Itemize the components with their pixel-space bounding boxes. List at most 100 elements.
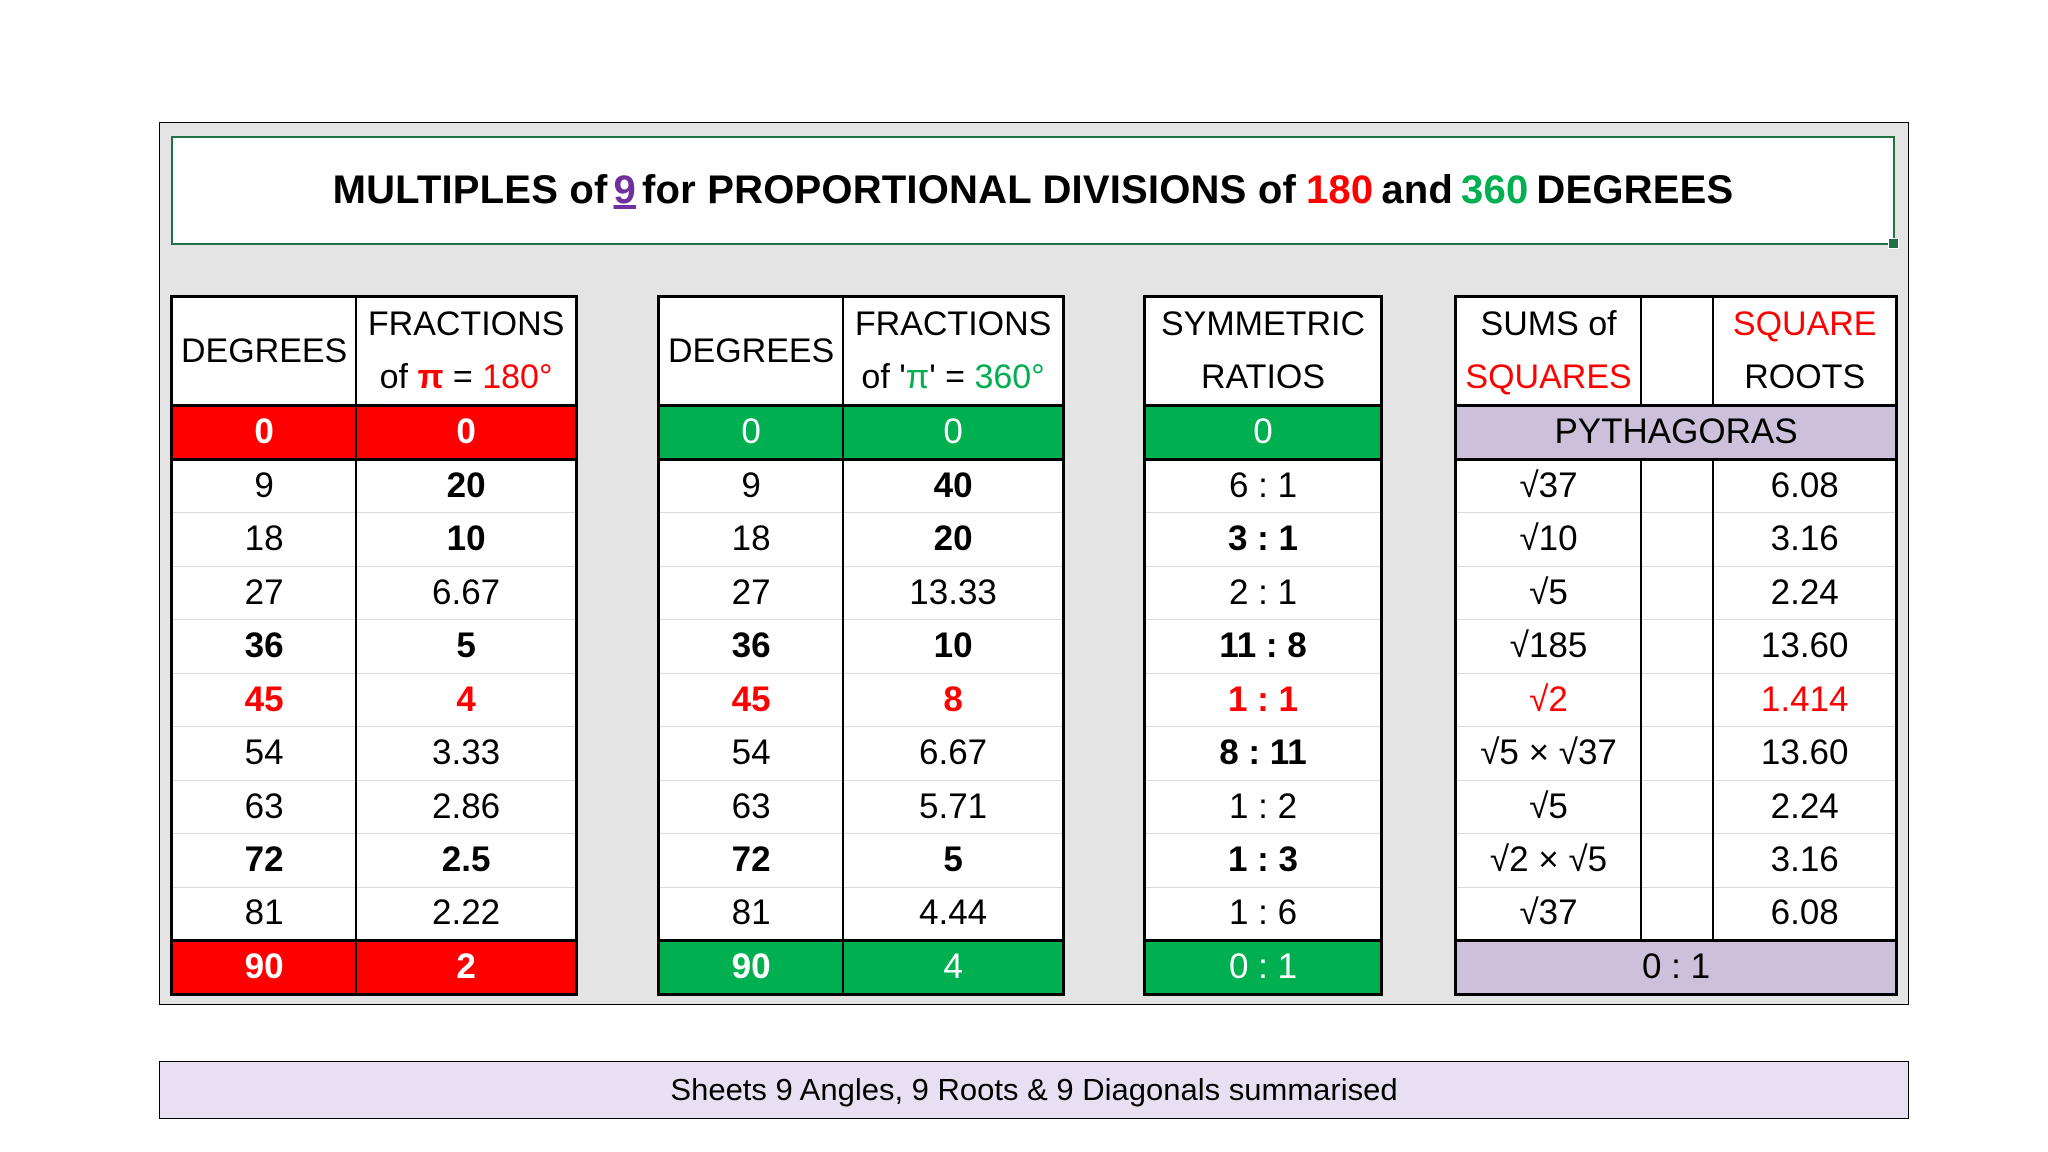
header-fractions-pi[interactable]: FRACTIONS of π = 180° (355, 296, 578, 407)
sum-cell[interactable]: √185 (1455, 619, 1643, 674)
pythagoras-band[interactable]: PYTHAGORAS (1455, 405, 1897, 461)
sum-cell[interactable]: √5 (1455, 565, 1643, 620)
table-row: 81 4.44 (658, 886, 1065, 941)
ratio-cell[interactable]: 1 : 3 (1144, 833, 1382, 888)
header-line-2: RATIOS (1200, 358, 1326, 396)
header-gap-cell[interactable] (1640, 296, 1715, 407)
degrees-cell[interactable]: 18 (658, 512, 845, 567)
root-cell[interactable]: 3.16 (1712, 512, 1898, 567)
ratio-cell[interactable]: 2 : 1 (1144, 565, 1382, 620)
ratio-cell[interactable]: 8 : 11 (1144, 726, 1382, 781)
degrees-cell[interactable]: 54 (171, 726, 358, 781)
header-square-roots[interactable]: SQUARE ROOTS (1712, 296, 1898, 407)
header-degrees[interactable]: DEGREES (171, 296, 358, 407)
ratio-cell[interactable]: 6 : 1 (1144, 458, 1382, 513)
table-row: 45 4 (171, 672, 578, 727)
fraction-cell[interactable]: 2.22 (355, 886, 578, 941)
ratio-cell[interactable]: 1 : 6 (1144, 886, 1382, 941)
gap-cell[interactable] (1640, 565, 1715, 620)
root-cell[interactable]: 13.60 (1712, 726, 1898, 781)
fraction-cell[interactable]: 0 (355, 405, 578, 461)
header-symmetric-ratios[interactable]: SYMMETRIC RATIOS (1144, 296, 1382, 407)
degrees-cell[interactable]: 72 (171, 833, 358, 888)
degrees-cell[interactable]: 0 (658, 405, 845, 461)
degrees-cell[interactable]: 90 (171, 939, 358, 995)
fraction-cell[interactable]: 40 (842, 458, 1065, 513)
header-fractions-pi[interactable]: FRACTIONS of 'π' = 360° (842, 296, 1065, 407)
gap-cell[interactable] (1640, 886, 1715, 941)
gap-cell[interactable] (1640, 458, 1715, 513)
header-sums-of-squares[interactable]: SUMS of SQUARES (1455, 296, 1643, 407)
fraction-cell[interactable]: 20 (842, 512, 1065, 567)
degrees-cell[interactable]: 9 (658, 458, 845, 513)
sum-cell[interactable]: √2 × √5 (1455, 833, 1643, 888)
gap-cell[interactable] (1640, 833, 1715, 888)
gap-cell[interactable] (1640, 779, 1715, 834)
gap-cell[interactable] (1640, 672, 1715, 727)
degrees-cell[interactable]: 63 (658, 779, 845, 834)
title-part2: for PROPORTIONAL DIVISIONS of (642, 168, 1296, 212)
fraction-cell[interactable]: 13.33 (842, 565, 1065, 620)
root-cell[interactable]: 1.414 (1712, 672, 1898, 727)
fraction-cell[interactable]: 5.71 (842, 779, 1065, 834)
degrees-cell[interactable]: 90 (658, 939, 845, 995)
degrees-cell[interactable]: 45 (658, 672, 845, 727)
degrees-cell[interactable]: 36 (171, 619, 358, 674)
root-cell[interactable]: 6.08 (1712, 886, 1898, 941)
sum-cell[interactable]: √10 (1455, 512, 1643, 567)
root-cell[interactable]: 2.24 (1712, 779, 1898, 834)
degrees-cell[interactable]: 27 (658, 565, 845, 620)
ratio-cell[interactable]: 0 : 1 (1144, 939, 1382, 995)
pythagoras-ratio-cell[interactable]: 0 : 1 (1455, 939, 1897, 995)
fraction-cell[interactable]: 2 (355, 939, 578, 995)
degrees-cell[interactable]: 81 (171, 886, 358, 941)
ratio-cell[interactable]: 11 : 8 (1144, 619, 1382, 674)
ratio-cell[interactable]: 3 : 1 (1144, 512, 1382, 567)
ratio-cell[interactable]: 1 : 1 (1144, 672, 1382, 727)
fraction-cell[interactable]: 20 (355, 458, 578, 513)
degrees-cell[interactable]: 27 (171, 565, 358, 620)
fraction-cell[interactable]: 8 (842, 672, 1065, 727)
sum-cell[interactable]: √37 (1455, 458, 1643, 513)
header-line-2: SQUARES (1465, 358, 1632, 396)
fraction-cell[interactable]: 4 (355, 672, 578, 727)
title-cell[interactable]: MULTIPLES of 9 for PROPORTIONAL DIVISION… (171, 136, 1899, 249)
degrees-cell[interactable]: 0 (171, 405, 358, 461)
ratio-cell[interactable]: 0 (1144, 405, 1382, 461)
fraction-cell[interactable]: 6.67 (842, 726, 1065, 781)
root-cell[interactable]: 3.16 (1712, 833, 1898, 888)
degrees-cell[interactable]: 45 (171, 672, 358, 727)
fraction-cell[interactable]: 3.33 (355, 726, 578, 781)
fraction-cell[interactable]: 5 (842, 833, 1065, 888)
sum-cell[interactable]: √2 (1455, 672, 1643, 727)
sum-cell[interactable]: √5 × √37 (1455, 726, 1643, 781)
fraction-cell[interactable]: 2.86 (355, 779, 578, 834)
table-symmetric-ratios: SYMMETRIC RATIOS 0 6 : 1 3 : 1 2 : 1 11 … (1143, 295, 1383, 996)
fraction-cell[interactable]: 4.44 (842, 886, 1065, 941)
degrees-cell[interactable]: 18 (171, 512, 358, 567)
fraction-cell[interactable]: 10 (355, 512, 578, 567)
degrees-cell[interactable]: 72 (658, 833, 845, 888)
degrees-cell[interactable]: 9 (171, 458, 358, 513)
gap-cell[interactable] (1640, 619, 1715, 674)
sum-cell[interactable]: √5 (1455, 779, 1643, 834)
fill-handle[interactable] (1888, 238, 1899, 249)
degrees-cell[interactable]: 63 (171, 779, 358, 834)
sum-cell[interactable]: √37 (1455, 886, 1643, 941)
gap-cell[interactable] (1640, 726, 1715, 781)
gap-cell[interactable] (1640, 512, 1715, 567)
degrees-cell[interactable]: 81 (658, 886, 845, 941)
fraction-cell[interactable]: 4 (842, 939, 1065, 995)
fraction-cell[interactable]: 5 (355, 619, 578, 674)
fraction-cell[interactable]: 2.5 (355, 833, 578, 888)
root-cell[interactable]: 13.60 (1712, 619, 1898, 674)
root-cell[interactable]: 6.08 (1712, 458, 1898, 513)
degrees-cell[interactable]: 36 (658, 619, 845, 674)
fraction-cell[interactable]: 6.67 (355, 565, 578, 620)
fraction-cell[interactable]: 0 (842, 405, 1065, 461)
ratio-cell[interactable]: 1 : 2 (1144, 779, 1382, 834)
fraction-cell[interactable]: 10 (842, 619, 1065, 674)
header-degrees[interactable]: DEGREES (658, 296, 845, 407)
degrees-cell[interactable]: 54 (658, 726, 845, 781)
root-cell[interactable]: 2.24 (1712, 565, 1898, 620)
